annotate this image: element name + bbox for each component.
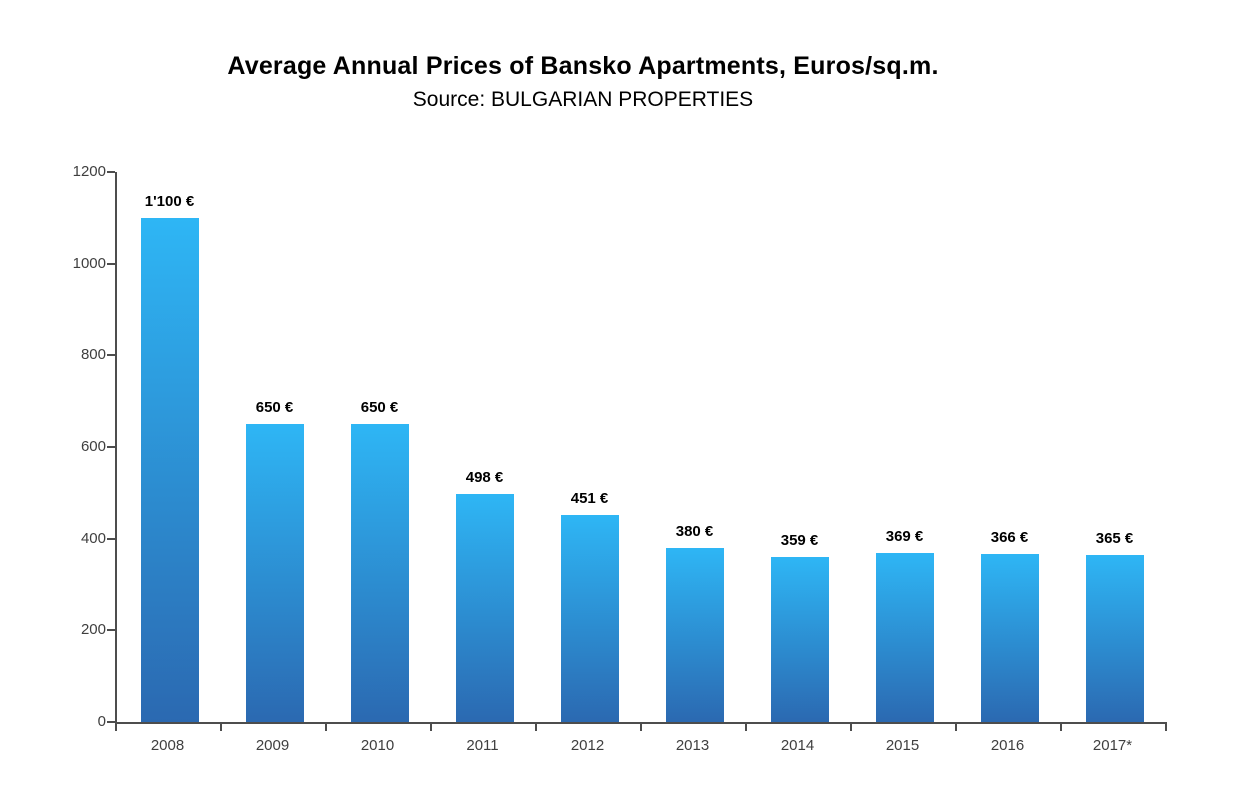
x-tick-mark (220, 724, 222, 731)
x-tick-mark (535, 724, 537, 731)
x-tick-mark (1165, 724, 1167, 731)
y-axis-ticks (107, 171, 115, 724)
y-tick-mark (107, 262, 115, 265)
bar-2013 (665, 547, 724, 722)
x-axis-ticks (115, 724, 1167, 732)
bar-2008 (140, 217, 199, 722)
bar-value-label: 498 € (465, 468, 504, 486)
x-tick-mark (115, 724, 117, 731)
bar-value-label: 650 € (255, 399, 294, 417)
bar-slot-2012: 451 € (537, 172, 642, 722)
bar-slot-2008: 1'100 € (117, 172, 222, 722)
x-tick-label: 2011 (466, 737, 499, 754)
x-tick-label: 2017* (1092, 737, 1133, 754)
bar-2016 (980, 554, 1039, 722)
y-tick-mark (107, 629, 115, 632)
bar-slot-2015: 369 € (852, 172, 957, 722)
x-tick-label: 2010 (360, 737, 395, 754)
bar-slot-2011: 498 € (432, 172, 537, 722)
bar-value-label: 366 € (990, 529, 1029, 547)
x-tick-label: 2008 (150, 737, 185, 754)
x-tick-label: 2015 (885, 737, 920, 754)
x-tick-label: 2009 (255, 737, 290, 754)
chart-subtitle: Source: BULGARIAN PROPERTIES (412, 88, 754, 111)
x-tick-label: 2016 (990, 737, 1025, 754)
bar-slot-2017*: 365 € (1062, 172, 1167, 722)
y-tick-mark (107, 537, 115, 540)
bar-2017* (1085, 554, 1144, 722)
y-tick-mark (107, 446, 115, 448)
bar-slot-2016: 366 € (957, 172, 1062, 722)
chart-title: Average Annual Prices of Bansko Apartmen… (227, 52, 939, 80)
bar-2014 (770, 557, 829, 722)
bar-2011 (455, 493, 514, 722)
x-tick-label: 2012 (570, 737, 605, 754)
bar-slot-2010: 650 € (327, 172, 432, 722)
bar-value-label: 1'100 € (144, 192, 195, 210)
bar-slot-2014: 359 € (747, 172, 852, 722)
x-tick-mark (1060, 724, 1062, 731)
bar-2012 (560, 515, 619, 722)
bar-value-label: 369 € (885, 527, 924, 545)
x-tick-mark (745, 724, 747, 731)
x-tick-mark (325, 724, 327, 731)
bar-value-label: 451 € (570, 490, 609, 508)
x-tick-label: 2014 (780, 737, 815, 754)
x-tick-label: 2013 (675, 737, 710, 754)
bar-2010 (350, 424, 409, 722)
y-tick-mark (107, 721, 115, 723)
bar-value-label: 359 € (780, 532, 819, 550)
y-tick-label: 800 (80, 346, 106, 364)
y-tick-label: 1000 (72, 254, 106, 272)
bar-2009 (245, 424, 304, 722)
y-tick-label: 200 (80, 621, 106, 639)
y-axis-labels: 0 200 400 600 800 1000 1200 (0, 163, 106, 730)
y-tick-label: 1200 (72, 163, 106, 180)
plot-area: 1'100 € 650 € 650 € 498 € 451 € 380 € 359 € 369… (115, 172, 1167, 724)
y-tick-label: 0 (97, 713, 106, 730)
bar-value-label: 365 € (1095, 529, 1134, 547)
y-tick-mark (107, 354, 115, 357)
bar-slot-2013: 380 € (642, 172, 747, 722)
y-tick-mark (107, 171, 115, 173)
bar-slot-2009: 650 € (222, 172, 327, 722)
y-tick-label: 600 (80, 438, 106, 455)
chart-header: Average Annual Prices of Bansko Apartmen… (0, 52, 1166, 112)
bar-value-label: 650 € (360, 399, 399, 417)
x-axis-labels: 2008 2009 2010 2011 2012 2013 2014 2015 2016 2017… (115, 737, 1165, 754)
y-tick-label: 400 (80, 529, 106, 547)
x-tick-mark (640, 724, 642, 731)
bar-2015 (875, 552, 934, 722)
x-tick-mark (850, 724, 852, 731)
bar-value-label: 380 € (675, 522, 714, 540)
x-tick-mark (430, 724, 432, 731)
x-tick-mark (955, 724, 957, 731)
